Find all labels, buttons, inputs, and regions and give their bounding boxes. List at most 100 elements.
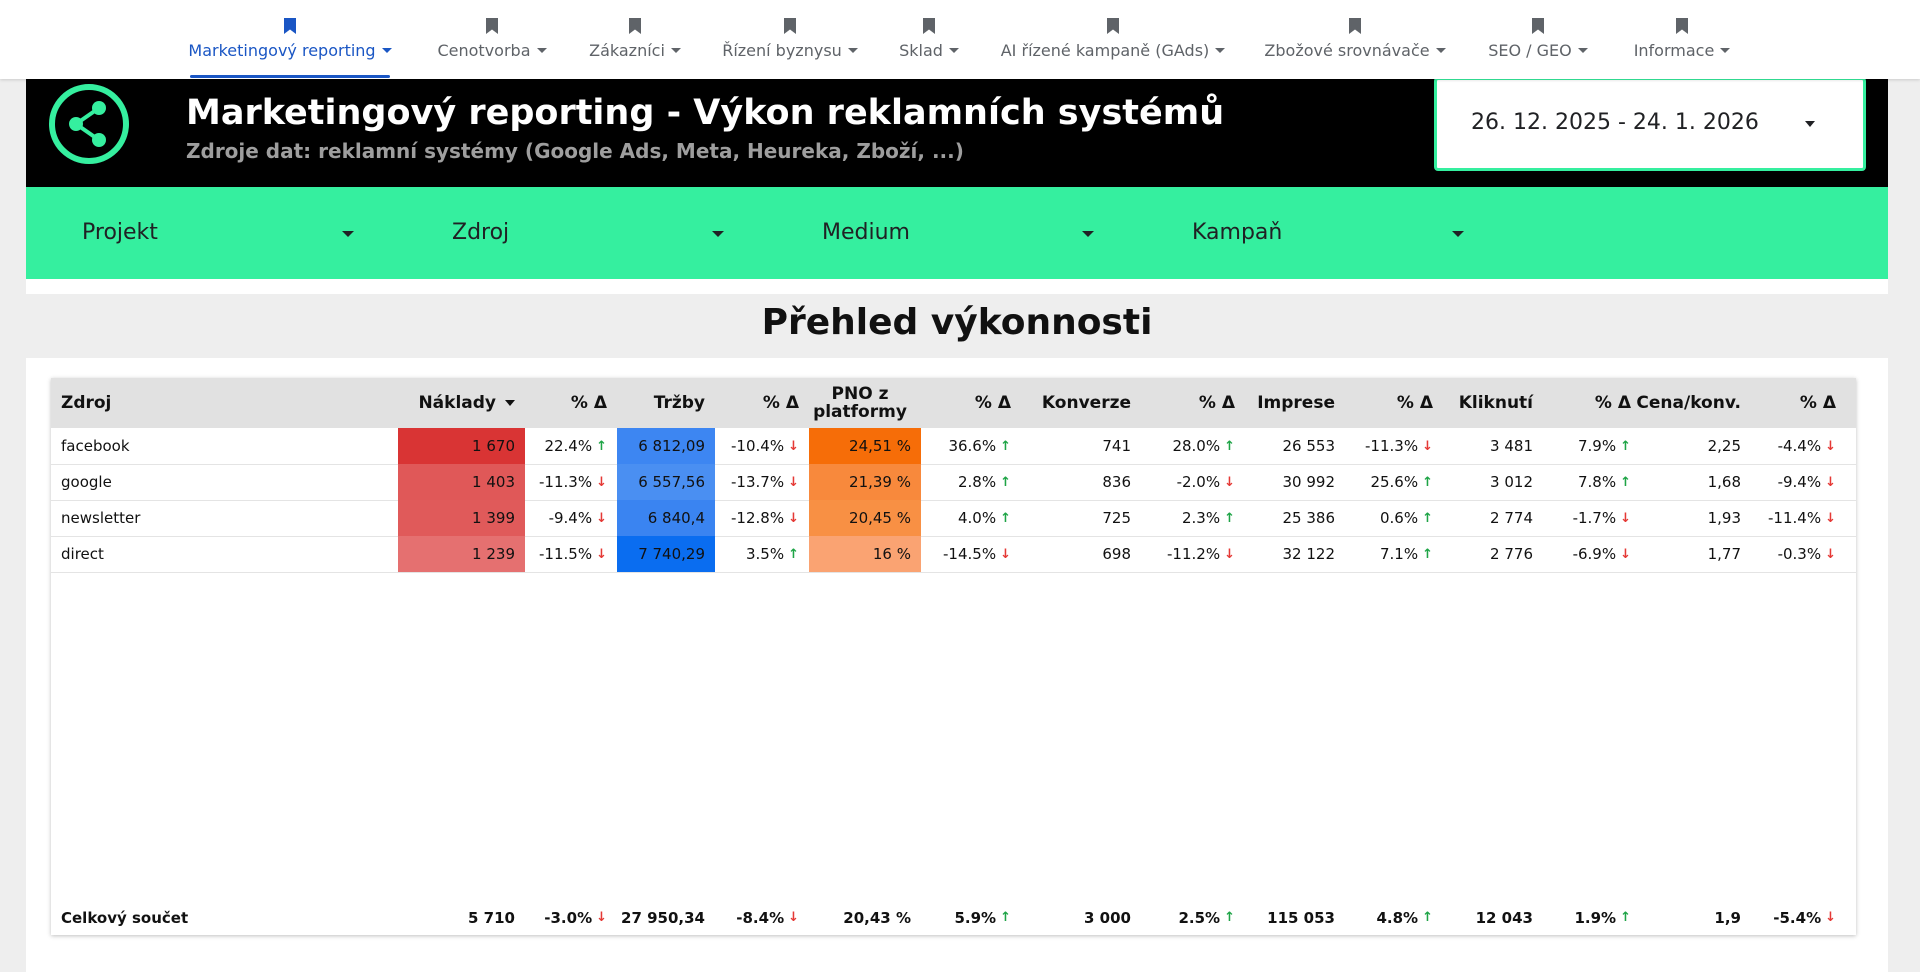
nav-item-2[interactable]: Zákazníci (589, 0, 681, 79)
table-row: google 1 403 -11.3% ↓ 6 557,56 -13.7% ↓ 21,39 %… (51, 464, 1856, 501)
nav-item-label: Marketingový reporting (188, 41, 392, 60)
cell-value: 5 710 (468, 908, 515, 927)
filter-zdroj[interactable]: Zdroj (452, 187, 742, 279)
nav-item-4[interactable]: Sklad (898, 0, 960, 79)
cell-value: 24,51 % (849, 437, 911, 455)
table-cell-naklady: 5 710 (398, 900, 515, 935)
cell-value: 36.6% (948, 437, 997, 455)
table-cell-cena-d: -4.4% ↓ (1751, 428, 1836, 464)
filter-label: Projekt (82, 220, 158, 245)
nav-label-text: AI řízené kampaně (GAds) (1000, 41, 1210, 60)
column-header-source[interactable]: Zdroj (61, 378, 311, 428)
column-header-costs[interactable]: Náklady (398, 378, 515, 428)
column-header-impressions-delta[interactable]: % Δ (1345, 378, 1433, 428)
nav-label-text: Cenotvorba (437, 41, 531, 60)
table-cell-cena-d: -9.4% ↓ (1751, 464, 1836, 500)
table-cell-pno-d: 4.0% ↑ (921, 500, 1011, 536)
table-cell-zdroj: facebook (61, 428, 311, 464)
section-title: Přehled výkonnosti (761, 302, 1153, 343)
table-cell-kliknuti-d: 7.8% ↑ (1543, 464, 1631, 500)
filter-kampan[interactable]: Kampaň (1192, 187, 1482, 279)
column-header-pno-delta[interactable]: % Δ (921, 378, 1011, 428)
cell-value: 1 239 (472, 545, 515, 563)
table-cell-konverze-d: -11.2% ↓ (1141, 536, 1235, 572)
cell-value: -14.5% (943, 545, 997, 563)
pno-header-line1: PNO z (831, 384, 889, 404)
nav-item-3[interactable]: Řízení byznysu (722, 0, 858, 79)
nav-item-5[interactable]: AI řízené kampaně (GAds) (1000, 0, 1226, 79)
table-cell-kliknuti-d: -6.9% ↓ (1543, 536, 1631, 572)
nav-item-label: Informace (1634, 41, 1731, 60)
cell-value: -0.3% (1777, 545, 1822, 563)
column-header-clicks[interactable]: Kliknutí (1443, 378, 1533, 428)
column-header-label: % Δ (1799, 393, 1836, 413)
arrow-down-icon: ↓ (788, 474, 799, 490)
cell-value: 2.8% (957, 473, 997, 491)
arrow-down-icon: ↓ (1825, 910, 1836, 925)
arrow-down-icon: ↓ (596, 510, 607, 526)
cell-value: -9.4% (1777, 473, 1822, 491)
cell-value: -12.8% (731, 509, 785, 527)
nav-item-7[interactable]: SEO / GEO (1488, 0, 1588, 79)
table-cell-zdroj: google (61, 464, 311, 500)
column-header-cost-per-conversion[interactable]: Cena/konv. (1636, 378, 1741, 428)
cell-value: 16 % (872, 545, 911, 563)
cell-value: 5.9% (954, 908, 997, 927)
nav-label-text: Informace (1633, 41, 1715, 60)
cell-value: 2 776 (1490, 545, 1533, 563)
arrow-down-icon: ↓ (788, 910, 799, 925)
cell-value: 26 553 (1282, 437, 1336, 455)
table-cell-trzby-d: -8.4% ↓ (715, 900, 799, 935)
column-header-clicks-delta[interactable]: % Δ (1543, 378, 1631, 428)
column-header-conversions[interactable]: Konverze (1021, 378, 1131, 428)
arrow-down-icon: ↓ (1620, 510, 1631, 526)
nav-item-1[interactable]: Cenotvorba (436, 0, 548, 79)
cell-value: 6 812,09 (638, 437, 705, 455)
cell-value: 4.0% (957, 509, 997, 527)
chevron-down-icon (847, 48, 858, 53)
column-header-costs-delta[interactable]: % Δ (525, 378, 607, 428)
nav-item-0[interactable]: Marketingový reporting (188, 0, 392, 79)
table-cell-imprese: 26 553 (1245, 428, 1336, 464)
arrow-down-icon: ↓ (1224, 546, 1235, 562)
filter-bar: Projekt Zdroj Medium Kampaň (26, 187, 1888, 279)
arrow-up-icon: ↑ (1422, 474, 1433, 490)
table-cell-trzby: 7 740,29 (617, 536, 715, 572)
column-header-cpc-delta[interactable]: % Δ (1751, 378, 1836, 428)
cell-value: 12 043 (1475, 908, 1533, 927)
sort-descending-icon[interactable] (505, 400, 515, 406)
column-header-pno[interactable]: PNO z platformy (809, 378, 911, 428)
column-header-label: % Δ (570, 393, 607, 413)
cell-value: 741 (1102, 437, 1131, 455)
filter-projekt[interactable]: Projekt (82, 187, 372, 279)
table-cell-kliknuti: 2 776 (1443, 536, 1533, 572)
table-cell-pno: 24,51 % (809, 428, 921, 464)
nav-item-8[interactable]: Informace (1632, 0, 1732, 79)
table-cell-zdroj: Celkový součet (61, 900, 311, 935)
column-header-label: Zdroj (61, 393, 112, 413)
column-header-revenue[interactable]: Tržby (617, 378, 705, 428)
filter-medium[interactable]: Medium (822, 187, 1112, 279)
nav-item-label: Sklad (899, 41, 959, 60)
nav-item-6[interactable]: Zbožové srovnávače (1264, 0, 1446, 79)
date-range-picker[interactable]: 26. 12. 2025 - 24. 1. 2026 (1434, 77, 1866, 171)
column-header-revenue-delta[interactable]: % Δ (715, 378, 799, 428)
arrow-down-icon: ↓ (596, 910, 607, 925)
cell-value: -2.0% (1176, 473, 1221, 491)
column-header-conversions-delta[interactable]: % Δ (1141, 378, 1235, 428)
cell-value: -5.4% (1773, 908, 1822, 927)
table-cell-konverze-d: 2.3% ↑ (1141, 500, 1235, 536)
arrow-up-icon: ↑ (1224, 910, 1235, 925)
cell-value: 725 (1102, 509, 1131, 527)
performance-table: Zdroj Náklady % Δ Tržby % Δ PNO z platformy % Δ… (51, 378, 1856, 935)
arrow-up-icon: ↑ (1620, 910, 1631, 925)
cell-value: 2 774 (1490, 509, 1533, 527)
chevron-down-icon (536, 48, 547, 53)
table-cell-pno-d: 36.6% ↑ (921, 428, 1011, 464)
table-cell-kliknuti: 3 481 (1443, 428, 1533, 464)
column-header-impressions[interactable]: Imprese (1245, 378, 1335, 428)
table-cell-konverze-d: 2.5% ↑ (1141, 900, 1235, 935)
cell-value: -11.3% (539, 473, 593, 491)
table-row: facebook 1 670 22.4% ↑ 6 812,09 -10.4% ↓ 24,51 … (51, 428, 1856, 465)
arrow-up-icon: ↑ (1422, 510, 1433, 526)
